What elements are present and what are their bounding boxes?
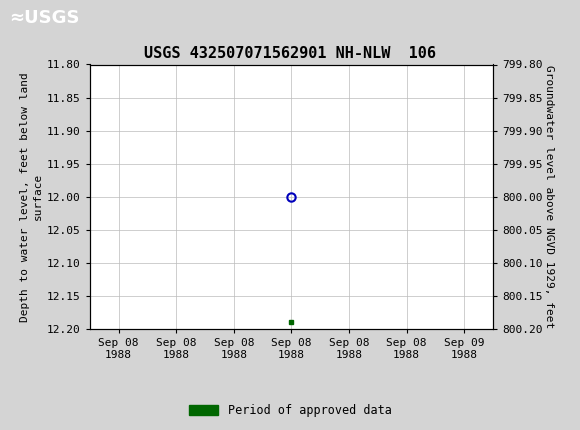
Y-axis label: Groundwater level above NGVD 1929, feet: Groundwater level above NGVD 1929, feet [543,65,554,329]
Text: USGS 432507071562901 NH-NLW  106: USGS 432507071562901 NH-NLW 106 [144,46,436,61]
Text: ≈USGS: ≈USGS [9,9,79,27]
Y-axis label: Depth to water level, feet below land
surface: Depth to water level, feet below land su… [20,72,43,322]
Legend: Period of approved data: Period of approved data [184,399,396,422]
